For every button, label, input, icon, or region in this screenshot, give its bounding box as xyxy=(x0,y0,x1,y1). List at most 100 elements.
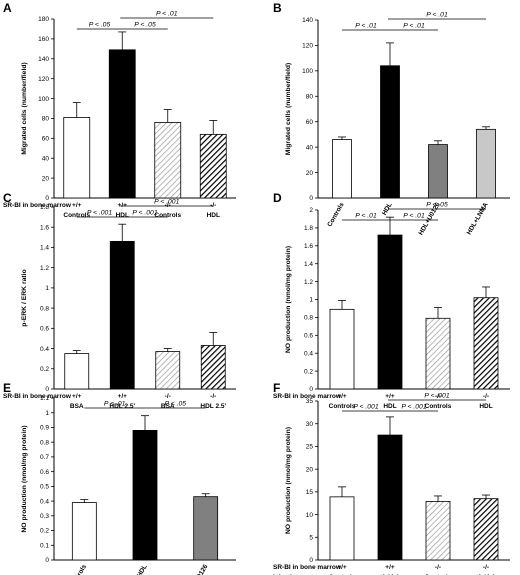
bar xyxy=(473,498,499,561)
genotype-label: -/- xyxy=(165,202,171,209)
bar xyxy=(71,502,97,561)
genotype-label: -/- xyxy=(435,564,441,571)
bar xyxy=(377,434,403,561)
y-tick-label: 20 xyxy=(306,170,314,177)
row-label: SR-BI in bone marrow xyxy=(273,393,342,400)
y-tick-label: 1.2 xyxy=(40,265,49,272)
y-tick-label: 1.6 xyxy=(304,243,313,250)
y-tick-label: 0.8 xyxy=(40,305,49,312)
x-tick-label: HDL xyxy=(207,212,220,219)
y-tick-label: 0 xyxy=(45,195,49,202)
y-axis-label: NO production (nmol/mg protein) xyxy=(285,246,292,353)
x-tick-label: HDL 2.5' xyxy=(200,403,226,410)
genotype-label: +/+ xyxy=(385,393,395,400)
y-tick-label: 25 xyxy=(306,444,314,451)
x-tick-label: Controls xyxy=(425,403,452,410)
significance-label: P < .01 xyxy=(403,23,425,30)
genotype-label: +/+ xyxy=(337,564,347,571)
y-tick-label: 0.6 xyxy=(40,469,49,476)
significance-label: P < .01 xyxy=(156,11,178,18)
y-tick-label: 1.2 xyxy=(304,279,313,286)
panel-letter: A xyxy=(3,1,12,15)
y-tick-label: 1.4 xyxy=(40,245,49,252)
panel-b: B Migrated cells (number/field) 0 20 40 60 80 1… xyxy=(273,1,510,236)
bar xyxy=(380,65,400,199)
y-tick-label: 10 xyxy=(306,512,314,519)
y-tick-label: 120 xyxy=(38,76,49,83)
bar xyxy=(332,139,352,199)
y-tick-label: 180 xyxy=(38,16,49,23)
y-axis-label: Migrated cells (number/field) xyxy=(21,62,28,155)
y-tick-label: 1.8 xyxy=(40,204,49,211)
y-tick-label: 0.7 xyxy=(40,454,49,461)
panel-a: A Migrated cells (number/field) 0 20 40 60 80 1… xyxy=(3,1,236,219)
significance-label: P < .001 xyxy=(132,210,157,217)
y-tick-label: 0.1 xyxy=(40,542,49,549)
y-tick-label: 0 xyxy=(309,386,313,393)
significance-label: P < .05 xyxy=(89,22,111,29)
x-tick-label: BSA xyxy=(70,403,84,410)
significance-label: P < .01 xyxy=(403,213,425,220)
y-tick-label: 80 xyxy=(42,116,50,123)
bar xyxy=(154,122,182,199)
y-tick-label: 0.6 xyxy=(304,333,313,340)
significance-label: P < .01 xyxy=(355,23,377,30)
x-tick-label: Controls xyxy=(326,201,346,228)
significance-label: P < .05 xyxy=(134,22,156,29)
genotype-label: +/+ xyxy=(385,564,395,571)
y-tick-label: 15 xyxy=(306,489,314,496)
bar xyxy=(377,234,403,390)
genotype-label: +/+ xyxy=(72,393,82,400)
y-tick-label: 0.8 xyxy=(304,315,313,322)
bar xyxy=(425,317,451,390)
bar xyxy=(329,308,355,390)
y-tick-label: 40 xyxy=(42,155,50,162)
x-tick-label: HDL xyxy=(116,212,129,219)
bar xyxy=(476,128,496,199)
panel-e: E NO production (nmol/mg protein) 0 0.1 0.2 0… xyxy=(3,381,236,575)
row-label: SR-BI in bone marrow xyxy=(3,393,72,400)
x-tick-label: HDL+U0126 xyxy=(185,563,209,575)
y-tick-label: 0.2 xyxy=(304,368,313,375)
significance-label: P < .01 xyxy=(426,12,448,19)
y-tick-label: 35 xyxy=(306,398,314,405)
x-tick-label: Controls xyxy=(63,212,90,219)
genotype-label: -/- xyxy=(210,202,216,209)
y-tick-label: 0.5 xyxy=(40,484,49,491)
panel-d: D NO production (nmol/mg protein) 0 0.2 0.4 0… xyxy=(273,191,510,410)
panel-c: Cp-ERK / ERK ratio 0 0.2 0.4 0.6 0.8 1 1.2 1.4 1.… xyxy=(3,191,236,410)
genotype-label: +/+ xyxy=(72,202,82,209)
panel-letter: D xyxy=(273,191,282,205)
x-tick-label: HDL 2.5' xyxy=(109,403,135,410)
y-tick-label: 120 xyxy=(302,43,313,50)
bar xyxy=(200,345,226,390)
x-tick-label: HDL+LNMA xyxy=(466,201,490,236)
bar xyxy=(132,429,158,561)
significance-label: P < .01 xyxy=(104,401,126,408)
bar xyxy=(473,297,499,390)
bar xyxy=(109,240,135,390)
significance-label: P < .001 xyxy=(87,210,112,217)
panel-letter: B xyxy=(273,1,282,15)
y-axis-label: Migrated cells (number/field) xyxy=(285,63,292,156)
x-tick-label: Controls xyxy=(154,212,181,219)
y-tick-label: 60 xyxy=(306,119,314,126)
genotype-label: -/- xyxy=(483,564,489,571)
significance-label: P < .001 xyxy=(401,404,426,411)
panel-letter: C xyxy=(3,191,12,205)
significance-label: P < .05 xyxy=(165,401,187,408)
y-tick-label: 2 xyxy=(309,207,313,214)
bar xyxy=(428,144,448,199)
y-axis-label: p-ERK / ERK ratio xyxy=(21,269,28,326)
y-axis-label: NO production (nmol/mg protein) xyxy=(21,425,28,532)
y-tick-label: 1 xyxy=(45,410,49,417)
y-tick-label: 1 xyxy=(45,285,49,292)
y-tick-label: 80 xyxy=(306,93,314,100)
bar xyxy=(425,500,451,561)
bar xyxy=(193,496,219,561)
significance-label: P < .001 xyxy=(154,199,179,206)
panel-letter: E xyxy=(3,381,11,395)
y-tick-label: 0.8 xyxy=(40,439,49,446)
